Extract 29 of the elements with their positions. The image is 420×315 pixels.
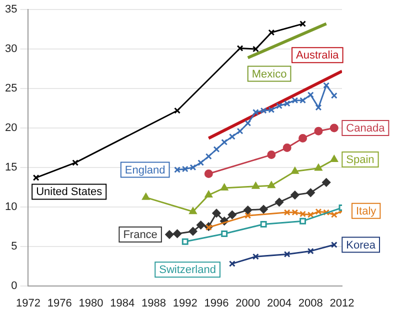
y-tick-label: 25 <box>4 82 18 95</box>
series-label: Italy <box>356 205 377 218</box>
series-label: Korea <box>346 239 376 252</box>
series-label: Mexico <box>252 68 287 80</box>
series-label: Australia <box>296 50 340 62</box>
y-tick-label: 10 <box>4 200 18 213</box>
y-tick-label: 0 <box>11 280 18 292</box>
series-label: France <box>123 229 158 242</box>
x-tick-label: 1980 <box>78 297 104 310</box>
x-tick-label: 2012 <box>330 297 354 310</box>
series-label: United States <box>36 186 103 198</box>
y-tick-label: 20 <box>4 122 18 134</box>
x-tick-label: 1984 <box>110 297 135 310</box>
series-label: England <box>124 164 166 176</box>
y-tick-label: 15 <box>4 161 18 174</box>
y-tick-label: 30 <box>4 43 18 56</box>
x-tick-label: 2004 <box>267 297 292 310</box>
x-tick-label: 1988 <box>142 297 166 310</box>
x-tick-label: 2008 <box>298 297 323 310</box>
y-tick-label: 5 <box>11 240 18 252</box>
text: Switzerland <box>159 264 216 276</box>
series-label: Spain <box>346 154 374 166</box>
y-tick-label: 35 <box>4 4 18 16</box>
x-tick-label: 1992 <box>172 297 198 310</box>
x-tick-label: 1972 <box>16 297 40 310</box>
series-label: Canada <box>346 122 386 135</box>
x-tick-label: 1996 <box>204 297 229 310</box>
x-tick-label: 1976 <box>47 297 72 310</box>
x-tick-label: 2000 <box>236 297 260 310</box>
